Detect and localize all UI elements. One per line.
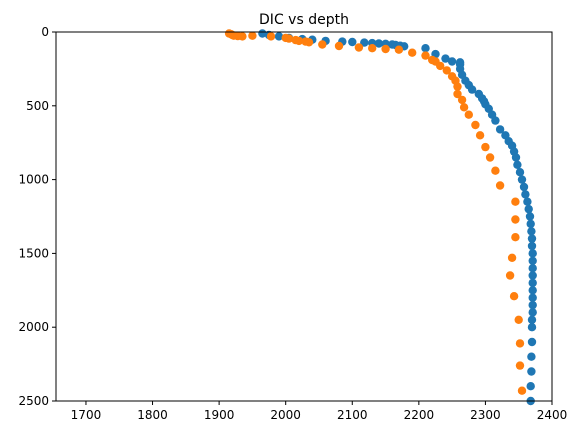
plot-area-frame (55, 31, 553, 402)
data-point (394, 45, 404, 54)
data-point (511, 233, 520, 242)
data-point (447, 57, 457, 66)
data-point (527, 337, 537, 347)
data-point (505, 271, 515, 280)
series-1 (258, 29, 537, 406)
data-point (525, 212, 535, 221)
data-point (374, 39, 384, 48)
data-point (528, 264, 537, 273)
data-point (528, 293, 537, 302)
data-point (527, 352, 536, 361)
y-tick-label: 500 (26, 99, 49, 113)
data-point (368, 44, 377, 53)
x-tick-label: 2300 (470, 408, 501, 422)
data-point (491, 116, 500, 125)
data-point (354, 43, 364, 52)
data-point (491, 166, 500, 175)
y-tick-label: 2000 (18, 320, 49, 334)
data-point (527, 367, 536, 376)
data-point (526, 382, 535, 391)
data-point (523, 197, 532, 206)
data-point (528, 249, 537, 258)
data-point (475, 131, 485, 140)
data-point (453, 82, 462, 91)
data-point (360, 38, 369, 47)
data-point (495, 181, 505, 190)
data-point (436, 61, 445, 71)
data-point (527, 241, 537, 251)
data-point (528, 286, 537, 295)
data-point (519, 182, 529, 192)
data-point (509, 292, 519, 301)
data-point (266, 32, 276, 41)
data-point (495, 125, 505, 134)
data-point (527, 323, 537, 332)
data-point (485, 153, 495, 162)
data-point (527, 234, 537, 243)
data-point (528, 308, 537, 317)
x-axis: 1700 1800 1900 2000 2100 2200 2300 2400 (71, 401, 568, 422)
data-point (528, 256, 537, 265)
data-point (457, 95, 467, 105)
data-point (515, 361, 525, 370)
data-point (381, 44, 390, 54)
data-point (481, 142, 490, 152)
data-point (528, 271, 537, 280)
data-point (527, 315, 537, 324)
data-point (421, 44, 430, 53)
x-tick-label: 2400 (537, 408, 568, 422)
x-tick-label: 1800 (137, 408, 168, 422)
data-point (528, 278, 537, 288)
data-point (517, 386, 527, 395)
data-point (515, 168, 525, 177)
data-point (408, 48, 417, 57)
data-point (511, 197, 520, 206)
plot-points (224, 29, 537, 406)
x-tick-label: 2100 (337, 408, 368, 422)
data-point (294, 36, 304, 46)
x-tick-label: 1900 (204, 408, 235, 422)
x-tick-label: 2200 (404, 408, 435, 422)
series-2 (224, 29, 527, 395)
data-point (521, 190, 530, 199)
data-point (421, 51, 430, 60)
data-point (528, 300, 537, 310)
data-point (524, 204, 533, 214)
y-tick-label: 0 (41, 25, 49, 39)
data-point (334, 41, 344, 51)
data-point (513, 160, 522, 169)
y-axis: 0 500 1000 1500 2000 2500 (18, 25, 56, 408)
data-point (464, 110, 473, 119)
data-point (453, 89, 462, 99)
data-point (467, 85, 477, 94)
data-point (507, 253, 517, 262)
data-point (511, 153, 521, 162)
data-point (258, 29, 267, 38)
data-point (526, 219, 535, 229)
data-point (441, 54, 450, 63)
data-point (304, 38, 314, 47)
data-point (348, 37, 357, 47)
data-point (527, 227, 536, 236)
data-point (514, 315, 523, 324)
data-point (284, 34, 294, 43)
data-point (517, 175, 527, 184)
data-point (238, 32, 247, 41)
y-tick-label: 2500 (18, 394, 49, 408)
data-point (318, 40, 327, 49)
data-point (248, 31, 257, 40)
data-point (274, 32, 284, 41)
data-point (471, 120, 480, 130)
data-point (515, 339, 525, 348)
x-tick-label: 2000 (270, 408, 301, 422)
chart-title: DIC vs depth (259, 12, 349, 28)
data-point (511, 215, 520, 224)
data-point (459, 103, 469, 112)
y-tick-label: 1000 (18, 173, 49, 187)
x-tick-label: 1700 (71, 408, 102, 422)
data-point (442, 66, 451, 75)
y-tick-label: 1500 (18, 246, 49, 260)
